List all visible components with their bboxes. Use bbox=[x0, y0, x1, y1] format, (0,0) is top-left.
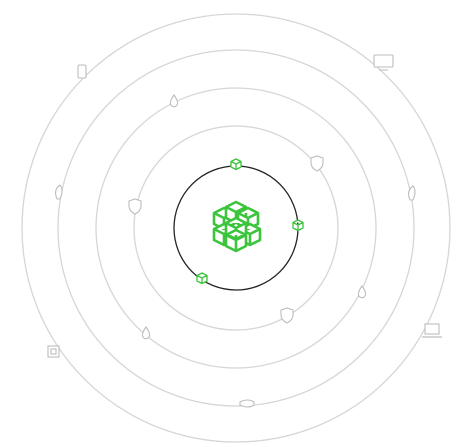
chip-icon bbox=[47, 345, 60, 358]
rocket-icon bbox=[407, 185, 416, 201]
cube-icon bbox=[196, 272, 208, 285]
shield-icon bbox=[128, 198, 142, 215]
phone-icon bbox=[77, 64, 87, 79]
orbit-ring bbox=[133, 125, 339, 331]
orbit-ring bbox=[21, 13, 451, 443]
shield-icon bbox=[310, 155, 324, 172]
orbit-ring bbox=[95, 87, 377, 369]
shield-icon bbox=[280, 307, 294, 324]
cube-cluster bbox=[212, 200, 262, 253]
drop-icon bbox=[169, 94, 179, 108]
orbit-ring bbox=[57, 49, 415, 407]
monitor-icon bbox=[373, 54, 394, 71]
cube-icon bbox=[230, 158, 242, 171]
drop-icon bbox=[357, 285, 367, 299]
laptop-icon bbox=[422, 323, 442, 338]
rocket-icon bbox=[54, 184, 63, 200]
rocket-icon bbox=[239, 399, 255, 408]
cube-icon bbox=[292, 219, 304, 232]
drop-icon bbox=[141, 326, 151, 340]
